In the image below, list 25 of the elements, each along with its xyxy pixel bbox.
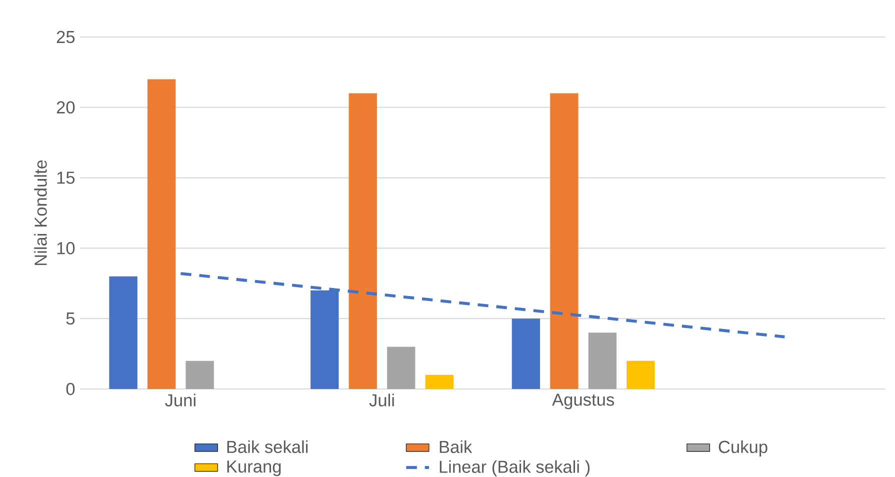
legend-label: Linear (Baik sekali ) (440, 460, 590, 476)
bar (550, 93, 578, 389)
bar (348, 93, 377, 389)
legend-label: Baik (440, 440, 472, 454)
legend-label: Baik sekali (227, 440, 308, 454)
bar (147, 79, 176, 389)
y-tick-label: 20 (56, 101, 75, 114)
y-tick-label: 0 (66, 382, 75, 396)
x-tick-label: Juli (369, 394, 394, 406)
y-tick-label: 15 (57, 172, 75, 184)
x-tick-label: Juni (165, 394, 196, 406)
bar (626, 360, 655, 389)
y-axis-title: Nilai Kondulte (34, 160, 47, 266)
bar (186, 360, 214, 389)
y-tick-label: 10 (57, 242, 75, 254)
bar (387, 346, 416, 389)
bar (425, 374, 454, 389)
legend-label: Cukup (718, 440, 768, 457)
y-tick-label: 5 (66, 312, 75, 325)
bar (588, 332, 617, 389)
x-tick-label: Agustus (552, 394, 614, 410)
bar (109, 276, 138, 389)
legend-label: Kurang (227, 460, 281, 476)
y-tick-label: 25 (56, 30, 75, 44)
bar (512, 318, 540, 389)
